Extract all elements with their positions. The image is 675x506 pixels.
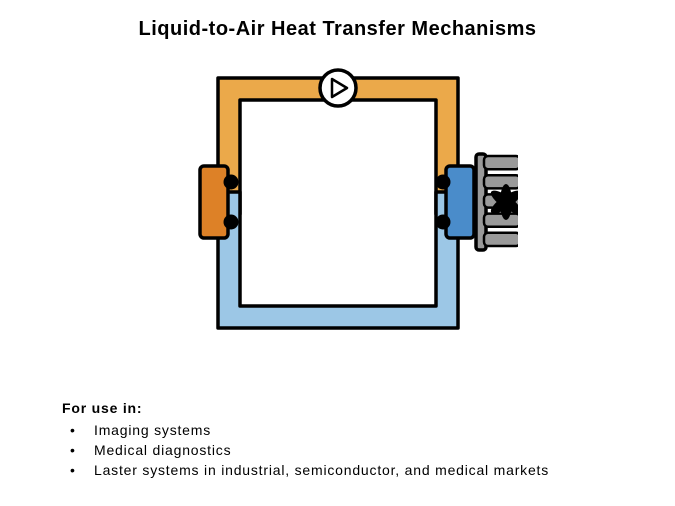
list-item: Medical diagnostics	[70, 442, 549, 458]
list-item: Imaging systems	[70, 422, 549, 438]
heat-transfer-diagram	[158, 58, 518, 353]
list-item: Laster systems in industrial, semiconduc…	[70, 462, 549, 478]
page-title: Liquid-to-Air Heat Transfer Mechanisms	[0, 0, 675, 41]
caption-block: For use in: Imaging systems Medical diag…	[62, 400, 549, 482]
caption-list: Imaging systems Medical diagnostics Last…	[62, 422, 549, 478]
caption-title: For use in:	[62, 400, 549, 416]
